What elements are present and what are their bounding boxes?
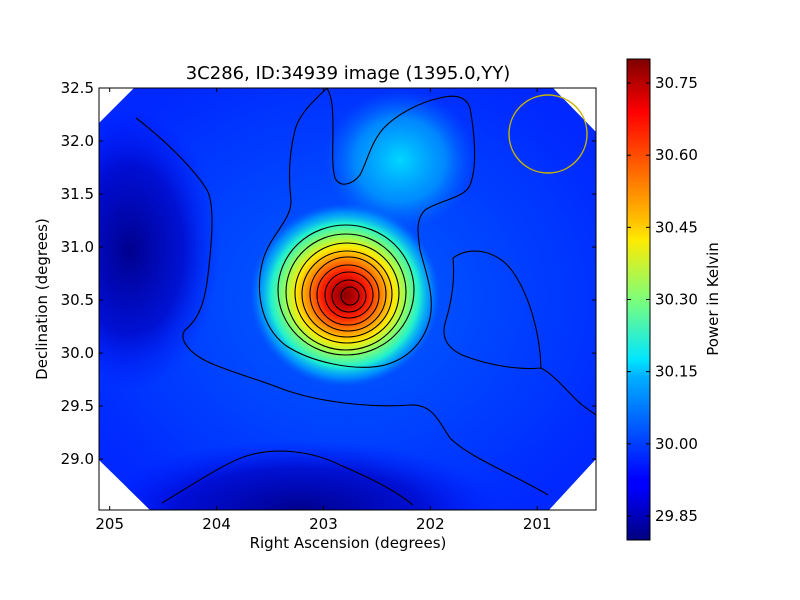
secondary-lobe [325, 90, 475, 230]
y-tick-label: 29.0 [61, 450, 94, 468]
contour-line [309, 256, 387, 332]
contour-line [301, 250, 393, 338]
x-tick-label: 205 [95, 515, 124, 533]
colorbar-label: Power in Kelvin [704, 242, 722, 356]
contour-line [294, 242, 400, 344]
y-tick-label: 30.5 [61, 291, 94, 309]
contour-line [135, 117, 549, 496]
colorbar-axis: 29.85 30.00 30.15 30.30 30.45 30.60 30.75 [627, 74, 698, 525]
contour-line [316, 264, 380, 326]
y-tick-label: 29.5 [61, 397, 94, 415]
peak-region [250, 203, 440, 387]
contour-line [443, 257, 596, 416]
colorbar-tick-label: 30.00 [655, 435, 698, 453]
contour-line [258, 88, 476, 368]
contour-line [277, 224, 415, 356]
contour-lines [135, 88, 596, 506]
contour-line [324, 271, 374, 319]
plot-frame [98, 87, 597, 511]
west-dark-region [99, 110, 220, 390]
x-tick-label: 201 [523, 515, 552, 533]
x-tick-label: 203 [309, 515, 338, 533]
contour-line [331, 279, 367, 313]
x-axis-label: Right Ascension (degrees) [250, 534, 447, 552]
y-axis-label: Declination (degrees) [33, 218, 51, 380]
y-tick-label: 31.5 [61, 185, 94, 203]
contour-line [340, 286, 360, 306]
x-axis: 205 204 203 202 201 [95, 88, 552, 533]
colorbar-tick-label: 30.45 [655, 218, 698, 236]
y-tick-label: 30.0 [61, 344, 94, 362]
colorbar-tick-label: 30.75 [655, 74, 698, 92]
chart-title: 3C286, ID:34939 image (1395.0,YY) [186, 63, 511, 84]
heatmap-image [99, 88, 596, 510]
colorbar-tick-label: 30.15 [655, 363, 698, 381]
colorbar-tick-label: 30.60 [655, 146, 698, 164]
x-tick-label: 202 [416, 515, 445, 533]
colorbar-tick-label: 29.85 [655, 507, 698, 525]
contour-line [452, 250, 542, 369]
y-tick-label: 32.0 [61, 132, 94, 150]
south-dark-region [100, 440, 500, 510]
y-tick-label: 32.5 [61, 79, 94, 97]
colorbar-tick-label: 30.30 [655, 291, 698, 309]
y-tick-label: 31.0 [61, 238, 94, 256]
contour-line [161, 450, 414, 506]
beam-circle [508, 94, 588, 174]
y-axis: 29.0 29.5 30.0 30.5 31.0 31.5 32.0 32.5 [61, 79, 596, 468]
contour-line [285, 233, 407, 351]
x-tick-label: 204 [202, 515, 231, 533]
